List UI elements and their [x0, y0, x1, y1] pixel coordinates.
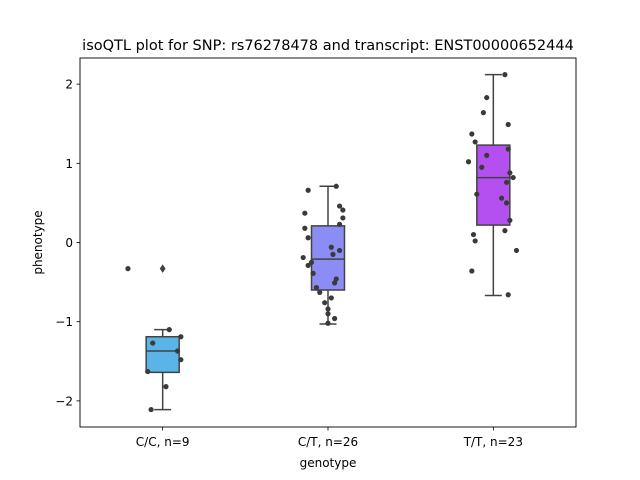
- data-point: [503, 200, 510, 206]
- data-point: [328, 295, 334, 301]
- data-point: [505, 121, 511, 128]
- data-point: [507, 170, 513, 176]
- data-point: [310, 270, 316, 276]
- box: [310, 225, 346, 291]
- data-point: [340, 207, 346, 213]
- data-point: [332, 315, 338, 322]
- data-point: [472, 139, 478, 145]
- x-axis: C/C, n=9 C/T, n=26 T/T, n=23: [136, 427, 523, 449]
- data-point: [148, 406, 154, 413]
- data-point: [340, 215, 346, 221]
- data-point: [330, 251, 336, 257]
- data-point: [469, 268, 475, 274]
- data-point: [505, 292, 511, 298]
- data-point: [472, 238, 478, 244]
- data-point: [328, 244, 334, 250]
- data-point: [145, 368, 151, 375]
- data-point: [333, 183, 339, 189]
- y-tick-label: 2: [65, 78, 73, 92]
- data-point: [513, 247, 520, 254]
- x-tick-label: C/T, n=26: [298, 435, 358, 449]
- outlier-marker: [159, 264, 166, 273]
- x-tick-label: C/C, n=9: [136, 435, 190, 449]
- y-tick-label: −2: [55, 394, 73, 408]
- data-point: [484, 94, 490, 101]
- data-point: [336, 247, 343, 254]
- data-point: [465, 159, 472, 165]
- data-point: [300, 254, 306, 261]
- y-tick-label: 1: [65, 157, 73, 171]
- data-point: [302, 225, 308, 231]
- data-point: [163, 384, 169, 390]
- data-point: [503, 179, 510, 185]
- y-axis: −2 −1 0 1 2: [55, 78, 80, 408]
- chart-title: isoQTL plot for SNP: rs76278478 and tran…: [82, 38, 574, 54]
- data-point: [333, 276, 339, 282]
- data-point: [125, 266, 131, 272]
- y-tick-label: 0: [65, 236, 73, 250]
- box: [476, 144, 511, 226]
- data-point: [480, 110, 487, 116]
- data-point: [484, 152, 490, 158]
- data-point: [325, 320, 331, 326]
- data-point: [510, 174, 516, 181]
- y-tick-label: −1: [55, 315, 73, 329]
- data-point: [317, 289, 323, 295]
- data-point: [325, 306, 331, 312]
- data-point: [313, 285, 320, 291]
- data-point: [166, 327, 172, 333]
- box: [145, 335, 180, 374]
- data-point: [178, 334, 184, 340]
- data-point: [305, 187, 311, 193]
- plot-area: [125, 72, 520, 413]
- y-axis-label: phenotype: [31, 210, 45, 274]
- data-point: [305, 235, 311, 241]
- x-axis-label: genotype: [300, 456, 357, 470]
- data-point: [332, 280, 338, 286]
- data-point: [305, 262, 311, 269]
- data-point: [178, 357, 184, 363]
- data-point: [474, 191, 480, 197]
- x-tick-label: T/T, n=23: [463, 435, 523, 449]
- data-point: [308, 259, 315, 265]
- data-point: [505, 146, 511, 152]
- data-point: [507, 217, 513, 223]
- data-point: [479, 164, 485, 170]
- data-point: [302, 210, 308, 216]
- data-point: [336, 203, 343, 209]
- data-point: [499, 195, 505, 201]
- data-point: [336, 221, 343, 227]
- data-point: [325, 311, 331, 317]
- data-point: [469, 131, 475, 137]
- data-point: [470, 231, 477, 238]
- data-point: [174, 348, 181, 354]
- data-point: [502, 228, 508, 234]
- data-point: [502, 72, 508, 78]
- data-point: [150, 340, 156, 346]
- data-point: [322, 300, 328, 306]
